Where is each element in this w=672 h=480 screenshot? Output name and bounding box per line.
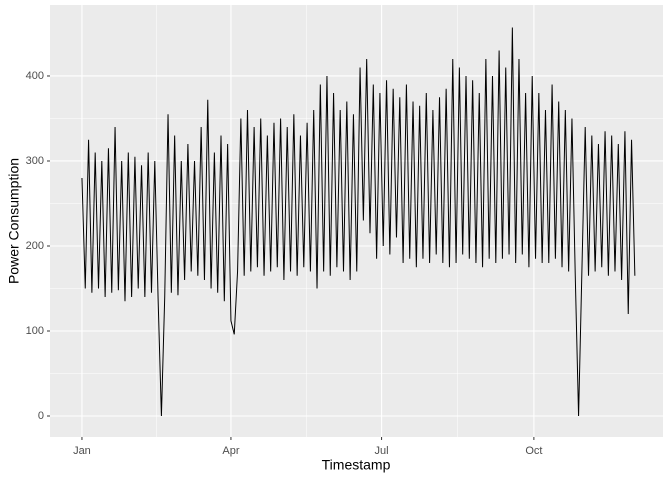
plot-panel [50, 5, 663, 437]
x-tick-label: Jul [375, 445, 389, 457]
y-tick-label: 0 [38, 410, 44, 422]
y-tick-label: 300 [26, 155, 44, 167]
x-axis-title: Timestamp [322, 457, 391, 473]
x-tick-label: Apr [222, 445, 239, 457]
line-series [81, 27, 636, 417]
x-tick-label: Jan [73, 445, 91, 457]
y-tick-label: 400 [26, 70, 44, 82]
y-axis-title: Power Consumption [6, 158, 22, 284]
y-tick-label: 100 [26, 325, 44, 337]
x-tick-label: Oct [525, 445, 542, 457]
y-tick-label: 200 [26, 240, 44, 252]
